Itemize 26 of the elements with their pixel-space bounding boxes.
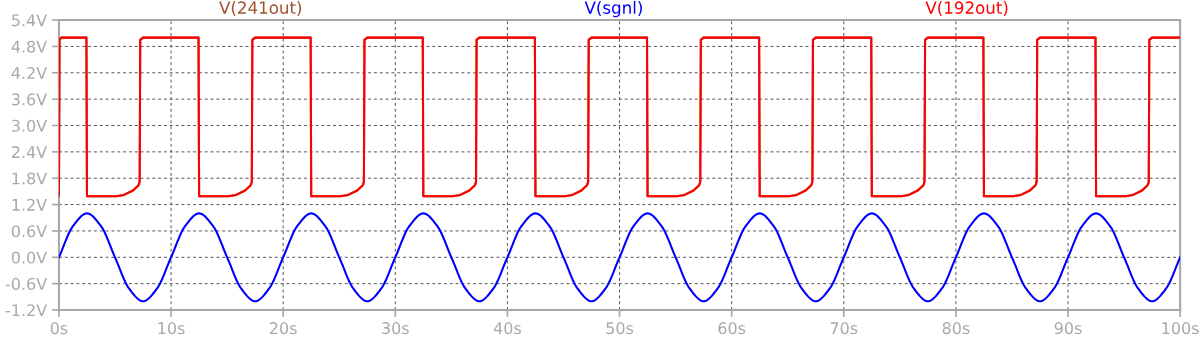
y-tick-label: 5.4V [12,14,48,27]
series-label: V(192out) [925,1,1008,16]
x-tick-label: 20s [270,322,297,335]
y-tick-label: 4.8V [11,40,48,53]
x-tick-label: 70s [830,322,858,335]
x-tick-label: 80s [942,322,970,335]
x-tick-label: 40s [493,322,521,335]
text: V(sgnl) [584,1,642,18]
y-tick-label: -1.2V [5,304,48,317]
y-tick-label: 1.8V [12,172,48,185]
y-tick-label: 1.2V [12,198,48,211]
series-label: V(241out) [219,1,302,16]
y-tick-label: 3.6V [12,93,48,106]
y-tick-label: 2.4V [11,146,48,158]
x-tick-label: 0s [50,322,68,335]
y-tick-label: 0.0V [11,251,48,264]
x-tick-label: 10s [158,322,185,335]
x-tick-label: 30s [382,322,409,335]
x-tick-label: 100s [1162,322,1199,335]
y-tick-label: 0.6V [11,225,48,238]
x-tick-label: 90s [1054,322,1082,335]
y-tick-label: -0.6V [5,277,48,290]
x-tick-label: 50s [606,322,634,335]
y-tick-label: 3.0V [12,119,48,132]
y-tick-label: 4.2V [11,67,48,79]
x-tick-label: 60s [718,322,746,335]
